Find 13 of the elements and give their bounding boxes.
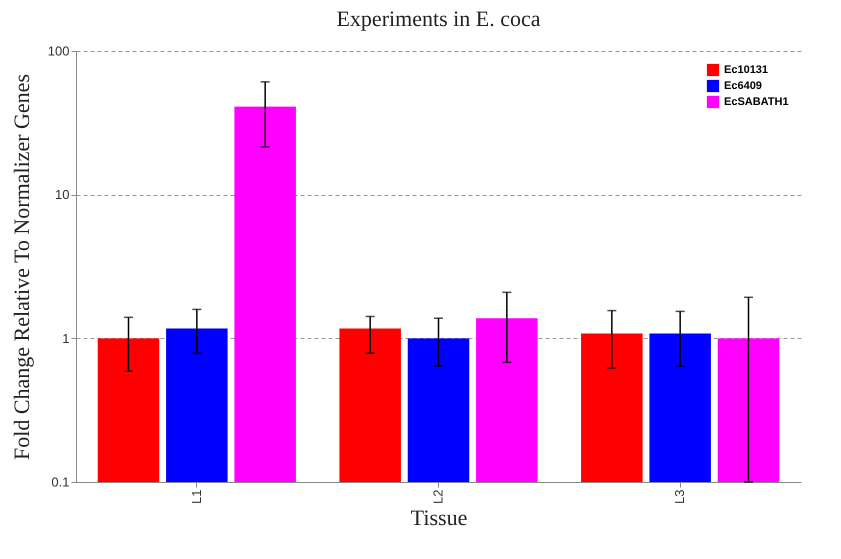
legend-label: Ec10131 bbox=[724, 64, 768, 76]
x-tick-label: L1 bbox=[188, 490, 204, 504]
y-tick-label: 0.1 bbox=[51, 474, 70, 490]
y-tick-label: 1 bbox=[62, 330, 70, 346]
y-tick-label: 100 bbox=[48, 44, 70, 58]
x-tick-label: L2 bbox=[430, 490, 446, 504]
legend-label: Ec6409 bbox=[724, 80, 762, 92]
x-axis-title: Tissue bbox=[410, 504, 468, 530]
chart-title: Experiments in E. coca bbox=[336, 6, 541, 31]
y-axis-title: Fold Change Relative To Normalizer Genes bbox=[8, 74, 34, 460]
x-tick-label: L3 bbox=[672, 490, 688, 504]
legend-label: EcSABATH1 bbox=[724, 96, 789, 108]
y-tick-label: 10 bbox=[55, 187, 70, 202]
